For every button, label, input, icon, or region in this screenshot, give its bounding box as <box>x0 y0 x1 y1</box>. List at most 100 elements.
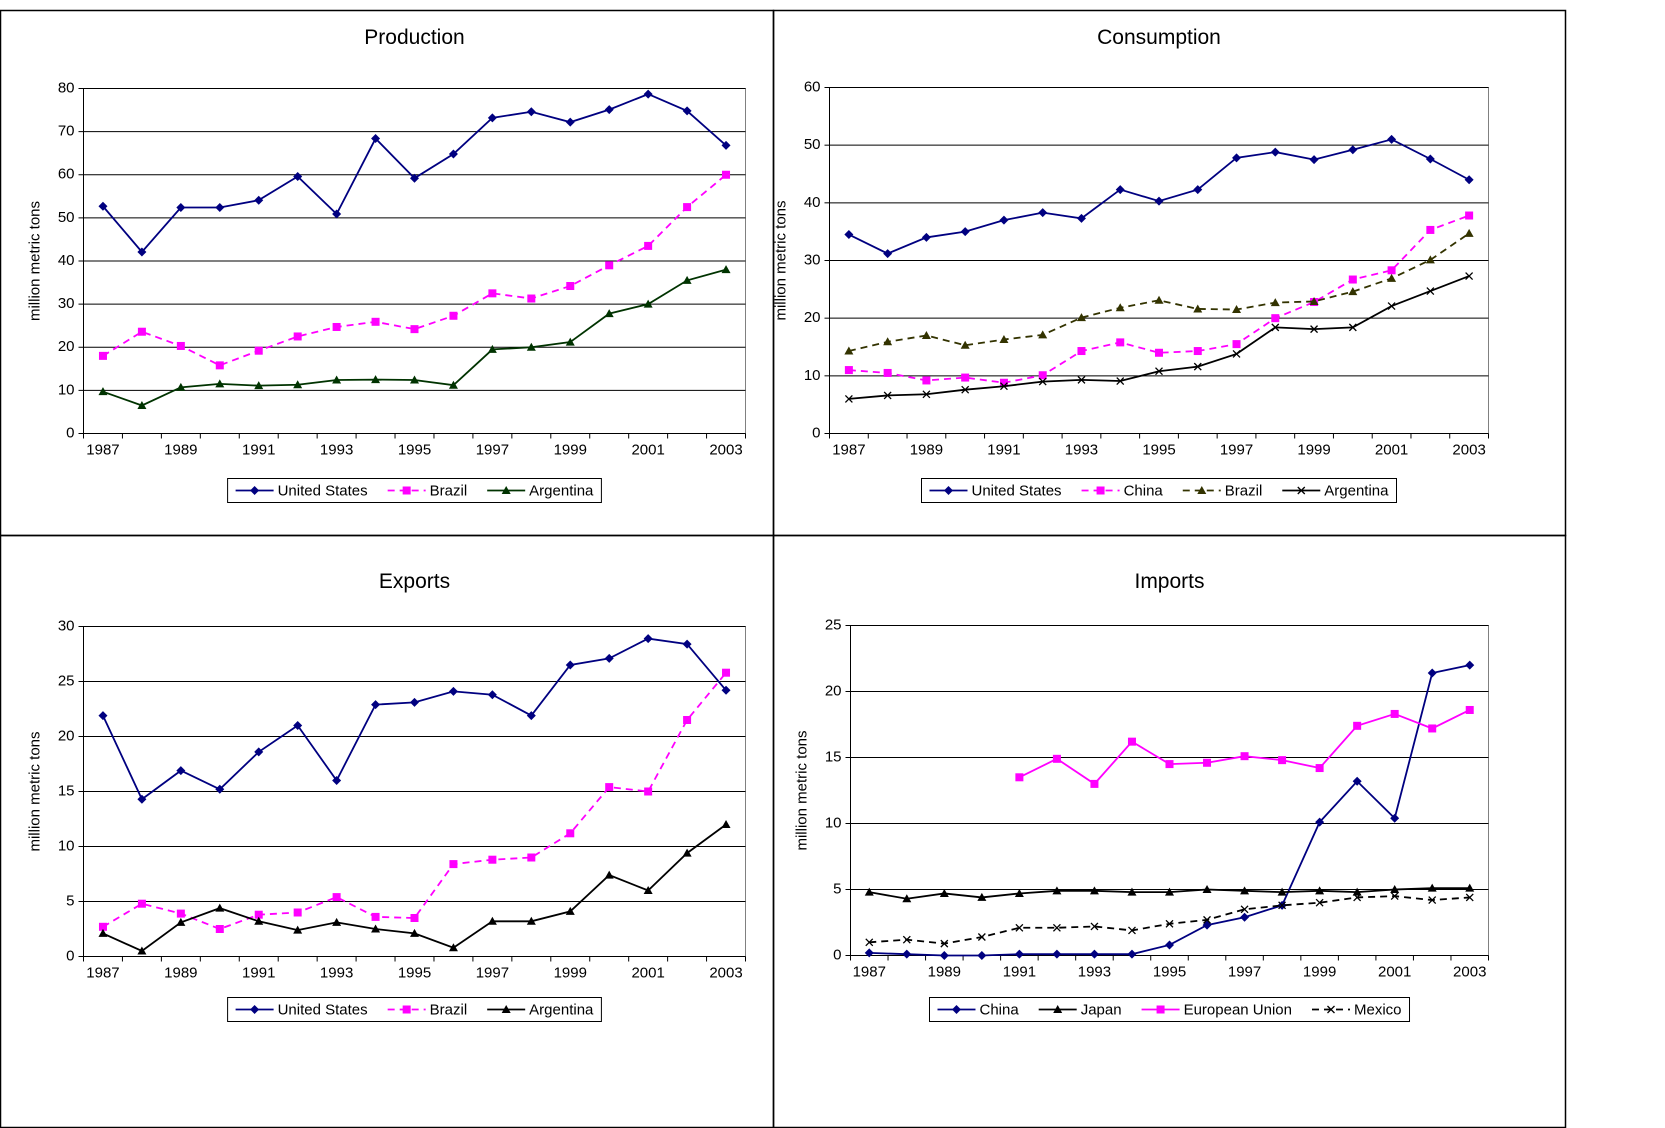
marker <box>1127 887 1137 896</box>
marker <box>176 341 185 350</box>
marker <box>939 951 949 960</box>
marker <box>682 275 692 284</box>
legend-label: Argentina <box>529 1001 594 1018</box>
marker <box>526 711 536 721</box>
marker <box>1014 888 1024 897</box>
marker <box>410 375 419 384</box>
marker <box>1465 705 1474 714</box>
marker <box>940 939 949 948</box>
y-tick-label: 30 <box>58 617 75 634</box>
x-tick-label: 1987 <box>853 963 886 980</box>
x-tick-label: 1987 <box>86 964 119 981</box>
marker <box>98 711 108 721</box>
marker <box>1387 302 1396 311</box>
marker <box>883 337 893 346</box>
marker <box>1096 486 1105 495</box>
marker <box>293 721 303 730</box>
marker <box>1278 756 1287 765</box>
marker <box>1297 486 1306 495</box>
marker <box>683 203 692 212</box>
y-tick-label: 50 <box>58 209 75 226</box>
marker <box>215 379 225 388</box>
marker <box>410 928 419 937</box>
marker <box>1203 915 1211 924</box>
marker <box>644 787 653 796</box>
marker <box>487 344 497 353</box>
marker <box>332 776 342 785</box>
marker <box>487 690 497 700</box>
marker <box>999 382 1008 391</box>
marker <box>448 686 458 696</box>
legend-item: United States <box>929 482 1062 499</box>
marker <box>501 1005 511 1013</box>
marker <box>1052 754 1061 763</box>
marker <box>1232 305 1242 314</box>
marker <box>604 653 614 663</box>
marker <box>1090 779 1099 788</box>
marker <box>250 486 260 495</box>
marker <box>501 486 511 494</box>
marker <box>371 924 381 933</box>
marker <box>565 906 575 915</box>
y-tick-label: 40 <box>58 252 75 269</box>
marker <box>644 241 653 250</box>
marker <box>960 340 970 349</box>
marker <box>449 860 458 869</box>
marker <box>565 337 575 346</box>
marker <box>902 949 912 959</box>
marker <box>1076 313 1086 322</box>
marker <box>410 697 419 707</box>
marker <box>1315 764 1324 773</box>
marker <box>1425 255 1435 264</box>
marker <box>332 893 341 902</box>
marker <box>254 747 264 757</box>
y-tick-label: 0 <box>66 424 74 441</box>
marker <box>1154 196 1164 206</box>
marker <box>1128 926 1136 935</box>
marker <box>1156 1005 1165 1014</box>
legend-item: China <box>1081 482 1163 499</box>
marker <box>604 105 614 115</box>
marker <box>605 783 614 792</box>
x-tick-label: 1999 <box>1297 441 1330 458</box>
marker <box>449 311 458 320</box>
marker <box>293 332 302 341</box>
y-tick-label: 30 <box>804 251 821 268</box>
marker <box>883 249 893 259</box>
marker <box>902 935 911 944</box>
y-tick-label: 40 <box>804 194 821 211</box>
marker <box>1015 923 1024 932</box>
y-tick-label: 80 <box>58 79 75 96</box>
marker <box>1271 314 1280 323</box>
x-tick-label: 1997 <box>476 441 509 458</box>
series-line <box>848 214 1470 384</box>
marker <box>1155 348 1163 357</box>
marker <box>865 938 874 947</box>
marker <box>254 910 263 919</box>
marker <box>137 327 146 336</box>
marker <box>960 227 970 237</box>
marker <box>176 382 186 391</box>
marker <box>1464 175 1474 185</box>
y-tick-label: 10 <box>58 381 75 398</box>
chart: 0 10 20 30 40 50 60 1987 1989 1991 1993 1995 1997 199… <box>772 26 1489 503</box>
marker <box>371 317 380 326</box>
y-axis-label: million metric tons <box>26 201 43 321</box>
legend-label: United States <box>972 482 1062 499</box>
marker <box>883 391 892 400</box>
marker <box>1038 377 1047 386</box>
marker <box>176 917 186 926</box>
legend: United States Brazil Argentina <box>227 997 602 1022</box>
series-line <box>102 672 727 930</box>
marker <box>1232 340 1241 349</box>
y-tick-label: 25 <box>58 672 75 689</box>
legend: United States Brazil Argentina <box>227 478 602 503</box>
legend: China Japan European Union Mexico <box>928 997 1411 1022</box>
x-tick-label: 1989 <box>164 964 197 981</box>
legend-item: Argentina <box>487 1001 594 1018</box>
marker <box>1353 893 1362 902</box>
marker <box>1270 147 1280 157</box>
marker <box>1015 773 1024 782</box>
legend-item: Mexico <box>1311 1001 1402 1018</box>
